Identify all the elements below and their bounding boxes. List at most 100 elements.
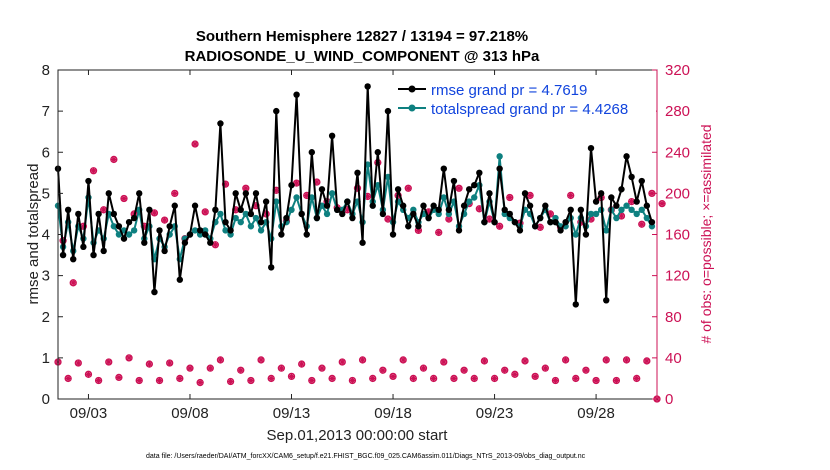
chart-title: Southern Hemisphere 12827 / 13194 = 97.2… bbox=[196, 28, 528, 45]
rmse-point bbox=[328, 132, 336, 139]
totalspread-point bbox=[242, 210, 250, 218]
rmse-point bbox=[323, 202, 331, 209]
rmse-point bbox=[435, 206, 442, 214]
totalspread-point bbox=[384, 173, 392, 181]
obs-assimilated-marker bbox=[659, 200, 666, 207]
y-tick-label: 4 bbox=[42, 227, 50, 244]
y-right-tick-label: 0 bbox=[665, 391, 673, 408]
rmse-point bbox=[166, 223, 173, 230]
totalspread-point bbox=[633, 210, 640, 218]
rmse-point bbox=[130, 214, 138, 222]
obs-assimilated-marker bbox=[410, 375, 417, 382]
rmse-point bbox=[85, 177, 92, 185]
legend-spread-label: totalspread grand pr = 4.4268 bbox=[431, 101, 628, 118]
obs-assimilated-marker bbox=[542, 365, 549, 372]
obs-assimilated-marker bbox=[268, 375, 275, 382]
rmse-point bbox=[476, 169, 483, 177]
totalspread-line bbox=[57, 155, 653, 261]
y-axis-label-right: # of obs: o=possible; ×=assimilated bbox=[698, 124, 714, 343]
totalspread-point bbox=[496, 153, 503, 160]
y-right-tick-label: 40 bbox=[665, 350, 682, 367]
obs-assimilated-marker bbox=[359, 356, 366, 363]
obs-assimilated-marker bbox=[440, 358, 447, 365]
totalspread-point bbox=[247, 223, 255, 230]
obs-assimilated-marker bbox=[161, 217, 168, 224]
obs-assimilated-marker bbox=[207, 365, 214, 372]
rmse-point bbox=[430, 202, 437, 209]
obs-assimilated-marker bbox=[379, 367, 386, 374]
rmse-point bbox=[379, 210, 387, 218]
obs-assimilated-marker bbox=[217, 356, 224, 363]
obs-assimilated-marker bbox=[329, 375, 336, 382]
obs-assimilated-marker bbox=[643, 357, 650, 364]
rmse-point bbox=[171, 202, 178, 209]
obs-assimilated-marker bbox=[156, 377, 163, 384]
y-tick-label: 7 bbox=[42, 103, 50, 120]
rmse-point bbox=[405, 223, 412, 230]
rmse-point bbox=[232, 190, 239, 197]
obs-assimilated-marker bbox=[258, 356, 265, 363]
rmse-point bbox=[613, 202, 620, 209]
rmse-point bbox=[455, 227, 463, 234]
y-right-tick-label: 280 bbox=[665, 103, 690, 120]
obs-assimilated-marker bbox=[339, 358, 346, 365]
y-right-tick-label: 320 bbox=[665, 62, 690, 79]
totalspread-point bbox=[638, 206, 645, 214]
obs-assimilated-marker bbox=[461, 367, 468, 374]
y-tick-label: 3 bbox=[42, 268, 50, 285]
rmse-point bbox=[242, 190, 250, 197]
rmse-point bbox=[344, 198, 351, 205]
totalspread-point bbox=[130, 227, 138, 234]
x-tick-label: 09/28 bbox=[577, 405, 615, 422]
totalspread-point bbox=[222, 227, 229, 234]
obs-assimilated-marker bbox=[537, 224, 544, 231]
obs-assimilated-marker bbox=[171, 190, 178, 197]
rmse-point bbox=[202, 231, 209, 238]
obs-assimilated-marker bbox=[562, 356, 569, 363]
rmse-point bbox=[465, 186, 473, 193]
obs-assimilated-marker bbox=[237, 367, 244, 374]
rmse-point bbox=[628, 173, 635, 181]
totalspread-point bbox=[623, 202, 630, 209]
obs-assimilated-marker bbox=[70, 279, 77, 286]
totalspread-point bbox=[440, 194, 447, 201]
rmse-point bbox=[100, 247, 107, 255]
totalspread-point bbox=[217, 210, 224, 218]
x-tick-label: 09/03 bbox=[70, 405, 108, 422]
rmse-point bbox=[542, 202, 549, 209]
obs-assimilated-marker bbox=[110, 156, 117, 163]
obs-assimilated-marker bbox=[126, 354, 133, 361]
rmse-point bbox=[207, 239, 214, 246]
rmse-point bbox=[572, 301, 579, 308]
rmse-point bbox=[552, 218, 559, 226]
obs-assimilated-marker bbox=[633, 375, 640, 382]
rmse-point bbox=[394, 186, 402, 193]
rmse-point bbox=[471, 181, 478, 189]
rmse-point bbox=[293, 91, 300, 98]
obs-assimilated-marker bbox=[105, 358, 112, 365]
x-tick-label: 09/18 bbox=[374, 405, 412, 422]
data-file-footer: data file: /Users/raeder/DAI/ATM_forcXX/… bbox=[146, 453, 586, 460]
rmse-point bbox=[577, 206, 585, 214]
rmse-point bbox=[592, 198, 600, 205]
y-axis-label-left: rmse and totalspread bbox=[25, 164, 42, 305]
obs-assimilated-marker bbox=[308, 377, 315, 384]
plot-area bbox=[58, 70, 657, 399]
rmse-point bbox=[196, 227, 204, 234]
rmse-point bbox=[115, 223, 123, 230]
totalspread-point bbox=[572, 231, 579, 238]
rmse-point bbox=[450, 177, 458, 185]
totalspread-point bbox=[618, 206, 625, 214]
rmse-point bbox=[110, 210, 118, 218]
obs-assimilated-marker bbox=[527, 192, 534, 199]
obs-assimilated-marker bbox=[648, 190, 655, 197]
totalspread-point bbox=[125, 231, 133, 238]
y-right-tick-label: 200 bbox=[665, 185, 690, 202]
rmse-point bbox=[156, 227, 163, 234]
rmse-point bbox=[648, 218, 656, 226]
obs-assimilated-marker bbox=[618, 212, 625, 219]
rmse-point bbox=[64, 206, 72, 214]
rmse-point bbox=[217, 120, 224, 127]
legend-rmse-marker bbox=[408, 85, 416, 93]
obs-assimilated-marker bbox=[369, 375, 376, 382]
